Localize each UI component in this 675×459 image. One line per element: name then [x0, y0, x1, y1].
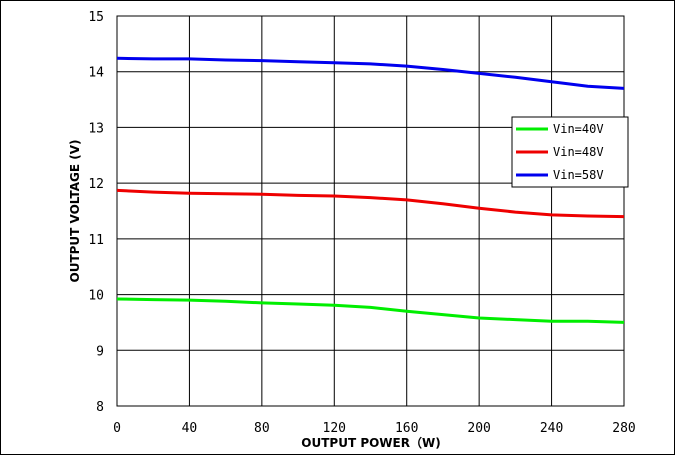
x-tick-label: 200 — [467, 421, 490, 436]
x-tick-label: 160 — [395, 421, 418, 436]
x-tick-label: 0 — [113, 421, 121, 436]
y-tick-label: 13 — [88, 121, 104, 136]
y-tick-label: 12 — [88, 177, 104, 192]
y-tick-label: 14 — [88, 66, 104, 81]
x-tick-label: 80 — [254, 421, 270, 436]
y-tick-label: 11 — [88, 233, 104, 248]
series-line-2 — [116, 188, 625, 219]
legend-label-3: Vin=58V — [553, 168, 604, 182]
x-tick-labels: 0 40 80 120 160 200 240 280 — [113, 421, 636, 436]
series-line-1 — [116, 297, 625, 324]
x-axis-title: OUTPUT POWER（W) — [301, 435, 440, 450]
plot-area-border — [116, 15, 625, 407]
legend-label-1: Vin=40V — [553, 122, 604, 136]
y-tick-label: 9 — [96, 344, 104, 359]
legend-label-2: Vin=48V — [553, 145, 604, 159]
legend: Vin=40V Vin=48V Vin=58V — [511, 116, 629, 188]
x-tick-label: 280 — [612, 421, 635, 436]
x-tick-label: 40 — [182, 421, 198, 436]
y-axis-title: OUTPUT VOLTAGE (V) — [68, 140, 82, 283]
y-tick-label: 8 — [96, 400, 104, 415]
series-line-3 — [116, 56, 625, 90]
y-tick-labels: 8 9 10 11 12 13 14 15 — [88, 10, 104, 415]
series-layer — [116, 56, 625, 324]
x-tick-label: 120 — [323, 421, 346, 436]
x-tick-label: 240 — [540, 421, 563, 436]
grid — [116, 15, 625, 407]
y-tick-label: 15 — [88, 10, 104, 25]
y-tick-label: 10 — [88, 289, 104, 304]
